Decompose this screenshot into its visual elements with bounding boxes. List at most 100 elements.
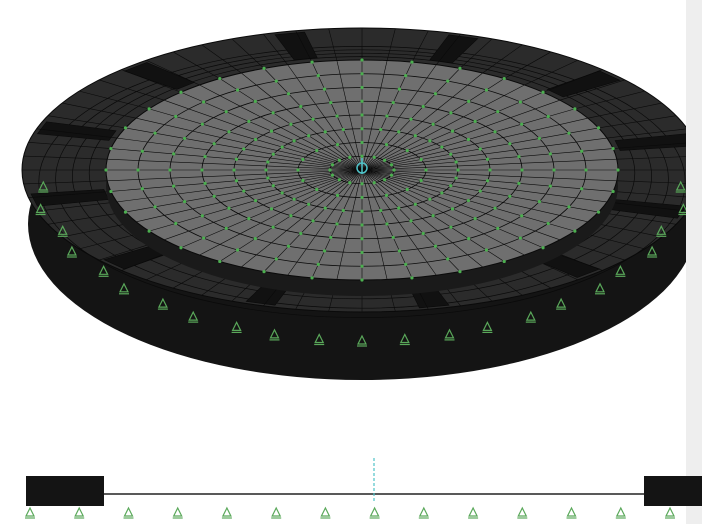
inner-radial-line: [361, 137, 608, 171]
outer-ring-radial-line: [616, 156, 686, 160]
node-marker-icon: [379, 208, 383, 213]
support-triangle: [98, 264, 109, 275]
node-marker-icon: [289, 214, 293, 218]
inner-radial-line: [107, 169, 363, 182]
node-marker-icon: [200, 214, 204, 218]
node-marker-icon: [360, 278, 364, 282]
node-marker-icon: [397, 87, 402, 91]
node-marker-icon: [384, 142, 389, 147]
node-marker-icon: [183, 136, 187, 141]
support-triangle: [221, 506, 232, 517]
node-marker-icon: [360, 58, 364, 62]
node-marker-icon: [440, 145, 444, 149]
node-marker-icon: [153, 205, 157, 209]
support-icon: [357, 334, 367, 347]
inner-radial-line: [199, 169, 363, 256]
node-marker-icon: [450, 129, 455, 133]
node-marker-icon: [203, 154, 207, 159]
outer-ring-radial-line: [587, 102, 662, 119]
node-marker-icon: [520, 168, 524, 172]
elevation-view[interactable]: [0, 456, 702, 524]
inner-radial-line: [336, 60, 363, 171]
node-marker-icon: [397, 130, 401, 134]
node-marker-icon: [330, 163, 335, 167]
support-icon: [369, 506, 380, 519]
node-marker-icon: [360, 264, 364, 268]
node-marker-icon: [301, 157, 305, 162]
node-marker-icon: [253, 198, 258, 203]
node-marker-icon: [179, 90, 183, 94]
outer-ring-radial-line: [504, 51, 552, 79]
support-icon: [74, 506, 85, 519]
node-marker-icon: [580, 149, 584, 153]
node-marker-icon: [360, 195, 364, 200]
node-marker-icon: [242, 147, 246, 151]
outer-ring-radial-line: [99, 79, 165, 101]
node-marker-icon: [224, 110, 228, 114]
node-marker-icon: [404, 262, 408, 267]
node-marker-icon: [372, 181, 376, 185]
inner-radial-line: [164, 99, 363, 171]
inner-radial-line: [361, 169, 617, 182]
node-marker-icon: [413, 202, 417, 206]
outer-ring-radial-line: [231, 38, 265, 69]
support-icon: [615, 264, 626, 277]
node-marker-icon: [433, 92, 438, 96]
support-icon: [221, 506, 232, 519]
node-marker-icon: [449, 111, 453, 115]
inner-radial-line: [241, 169, 363, 268]
node-marker-icon: [419, 157, 423, 162]
inner-radial-line: [361, 60, 388, 171]
inner-radial-line: [361, 72, 483, 171]
support-icon: [157, 297, 168, 310]
node-marker-icon: [611, 146, 615, 151]
outer-ring-radial-line: [28, 191, 111, 199]
node-marker-icon: [360, 72, 364, 76]
node-marker-icon: [140, 187, 144, 191]
support-triangle: [517, 506, 528, 517]
node-marker-icon: [478, 147, 482, 151]
node-marker-icon: [596, 126, 601, 130]
node-marker-icon: [307, 134, 311, 138]
node-marker-icon: [337, 158, 341, 162]
node-marker-icon: [262, 270, 266, 274]
node-marker-icon: [466, 198, 471, 203]
node-marker-icon: [456, 168, 460, 172]
node-marker-icon: [147, 107, 151, 111]
node-marker-icon: [409, 219, 413, 223]
node-marker-icon: [517, 181, 521, 186]
node-marker-icon: [488, 168, 492, 172]
node-marker-icon: [493, 206, 497, 210]
inner-radial-line: [136, 117, 363, 171]
node-marker-icon: [247, 119, 251, 123]
wall-segment: [30, 189, 110, 207]
node-marker-icon: [508, 142, 512, 146]
node-marker-icon: [567, 205, 571, 209]
node-marker-icon: [307, 202, 311, 206]
outer-ring-radial-line: [411, 30, 429, 63]
node-marker-icon: [348, 155, 352, 159]
node-marker-icon: [428, 139, 432, 143]
inner-radial-line: [361, 117, 588, 171]
node-marker-icon: [174, 221, 178, 226]
node-marker-icon: [360, 85, 364, 90]
support-icon: [444, 328, 455, 341]
inner-radial-line: [361, 169, 525, 256]
node-marker-icon: [446, 79, 450, 83]
support-triangle: [418, 506, 429, 517]
node-marker-icon: [458, 66, 462, 70]
node-marker-icon: [179, 246, 183, 250]
node-marker-icon: [548, 152, 552, 156]
inner-radial-line: [336, 169, 363, 280]
node-marker-icon: [123, 126, 128, 130]
node-marker-icon: [315, 187, 319, 192]
plan-3d-view[interactable]: [0, 0, 686, 456]
node-marker-icon: [253, 236, 257, 241]
node-marker-icon: [323, 206, 327, 210]
support-triangle: [665, 506, 675, 517]
node-marker-icon: [335, 222, 339, 226]
support-triangle: [566, 506, 577, 517]
outer-ring-radial-line: [36, 201, 118, 212]
node-marker-icon: [379, 127, 383, 132]
